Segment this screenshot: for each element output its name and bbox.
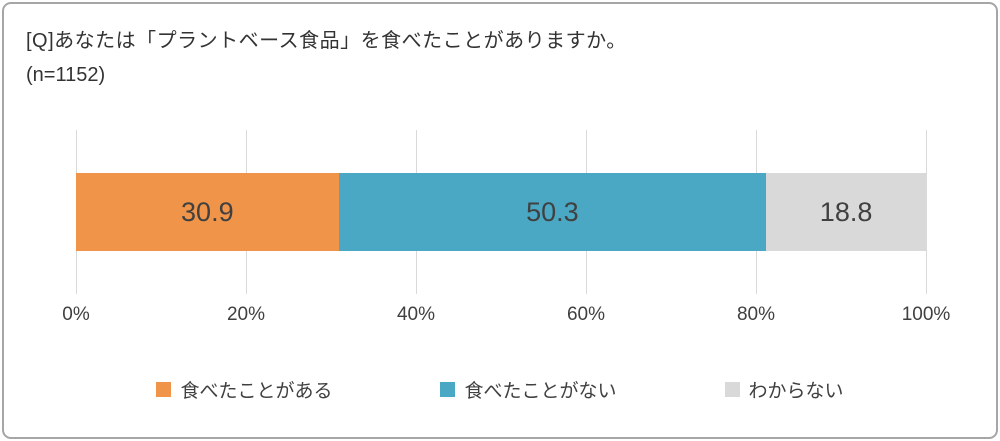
legend-label: 食べたことがない bbox=[464, 381, 617, 402]
x-axis-tick: 80% bbox=[736, 304, 776, 325]
legend: 食べたことがある 食べたことがない わからない bbox=[4, 376, 996, 403]
legend-swatch-gray bbox=[724, 382, 740, 397]
legend-item-have-eaten: 食べたことがある bbox=[156, 376, 332, 403]
x-axis-tick: 100% bbox=[901, 304, 951, 325]
stacked-bar: 30.9 50.3 18.8 bbox=[76, 173, 926, 251]
x-axis-tick: 20% bbox=[226, 304, 266, 325]
bar-segment-have-eaten: 30.9 bbox=[76, 173, 339, 251]
segment-value-label: 18.8 bbox=[819, 196, 873, 227]
x-axis: 0% 20% 40% 60% 80% 100% bbox=[62, 304, 950, 332]
legend-swatch-orange bbox=[156, 382, 172, 397]
segment-value-label: 50.3 bbox=[526, 196, 579, 227]
chart-title: [Q]あなたは「プラントベース食品」を食べたことがありますか。 bbox=[26, 30, 627, 52]
bar-segment-dont-know: 18.8 bbox=[766, 173, 926, 251]
legend-label: わからない bbox=[748, 381, 844, 402]
segment-value-label: 30.9 bbox=[181, 196, 234, 227]
plot-area: 30.9 50.3 18.8 bbox=[76, 130, 927, 294]
legend-label: 食べたことがある bbox=[180, 381, 333, 402]
x-axis-tick: 0% bbox=[62, 304, 90, 325]
sample-size-label: (n=1152) bbox=[26, 64, 106, 86]
x-axis-tick: 60% bbox=[566, 304, 606, 325]
gridline bbox=[926, 130, 927, 294]
x-axis-tick: 40% bbox=[396, 304, 436, 325]
bar-segment-never-eaten: 50.3 bbox=[338, 173, 767, 251]
legend-swatch-blue bbox=[440, 382, 456, 397]
legend-item-never-eaten: 食べたことがない bbox=[440, 376, 617, 403]
legend-item-dont-know: わからない bbox=[724, 376, 844, 403]
